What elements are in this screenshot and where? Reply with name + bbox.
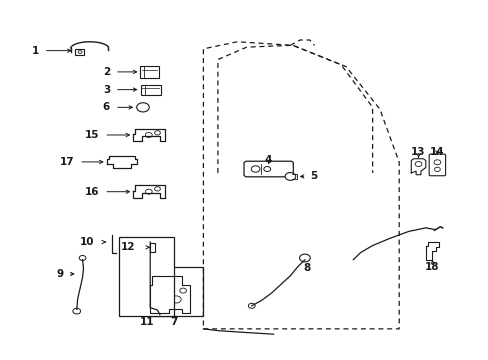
Bar bbox=[150, 243, 155, 252]
Circle shape bbox=[299, 254, 309, 262]
Text: 4: 4 bbox=[264, 155, 272, 165]
Circle shape bbox=[414, 162, 421, 167]
Text: 5: 5 bbox=[309, 171, 316, 181]
Circle shape bbox=[264, 167, 270, 171]
Circle shape bbox=[137, 103, 149, 112]
Text: 8: 8 bbox=[303, 263, 310, 273]
Text: 6: 6 bbox=[102, 102, 110, 112]
Text: 3: 3 bbox=[102, 85, 110, 95]
Text: 13: 13 bbox=[410, 147, 425, 157]
Bar bbox=[119, 237, 174, 316]
Text: 9: 9 bbox=[56, 269, 63, 279]
Circle shape bbox=[153, 288, 166, 298]
Circle shape bbox=[434, 167, 439, 171]
Bar bbox=[75, 49, 84, 55]
Circle shape bbox=[171, 296, 181, 303]
Circle shape bbox=[154, 131, 160, 135]
FancyBboxPatch shape bbox=[140, 66, 159, 78]
Text: 2: 2 bbox=[102, 67, 110, 77]
Text: 10: 10 bbox=[80, 237, 95, 247]
Text: 7: 7 bbox=[170, 317, 178, 327]
Text: 15: 15 bbox=[85, 130, 99, 140]
Circle shape bbox=[78, 51, 82, 54]
Circle shape bbox=[248, 303, 255, 308]
Text: 16: 16 bbox=[85, 187, 99, 197]
Circle shape bbox=[145, 189, 152, 194]
Circle shape bbox=[251, 166, 260, 172]
Circle shape bbox=[73, 308, 81, 314]
Bar bbox=[140, 85, 161, 95]
FancyBboxPatch shape bbox=[244, 161, 293, 177]
Circle shape bbox=[154, 187, 160, 191]
Text: 11: 11 bbox=[139, 317, 154, 327]
Text: 17: 17 bbox=[60, 157, 74, 167]
FancyBboxPatch shape bbox=[428, 154, 445, 176]
Circle shape bbox=[79, 256, 86, 260]
Circle shape bbox=[433, 160, 440, 165]
Circle shape bbox=[145, 132, 152, 138]
Text: 14: 14 bbox=[429, 147, 444, 157]
Bar bbox=[145, 267, 203, 316]
Text: 1: 1 bbox=[32, 46, 39, 56]
Text: 18: 18 bbox=[425, 262, 439, 272]
Circle shape bbox=[180, 288, 186, 293]
Text: 12: 12 bbox=[121, 242, 136, 252]
Circle shape bbox=[285, 172, 295, 180]
